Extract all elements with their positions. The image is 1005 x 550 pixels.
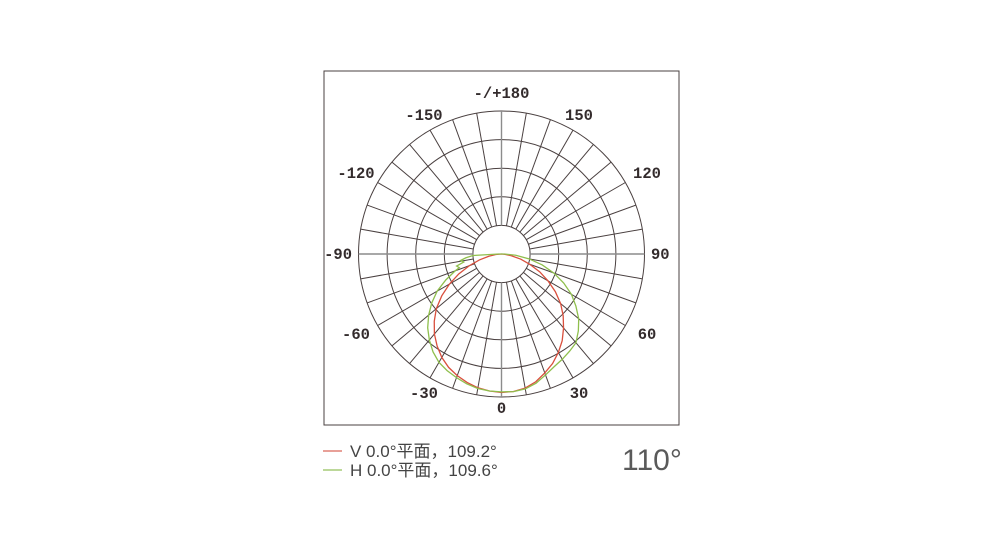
svg-text:-/+180: -/+180 [474, 85, 530, 103]
svg-text:H 0.0°平面，109.6°: H 0.0°平面，109.6° [350, 461, 498, 480]
svg-text:150: 150 [565, 107, 593, 125]
svg-text:30: 30 [570, 385, 589, 403]
svg-text:V 0.0°平面，109.2°: V 0.0°平面，109.2° [350, 442, 497, 461]
svg-text:-150: -150 [405, 107, 442, 125]
svg-text:120: 120 [633, 165, 661, 183]
svg-text:-120: -120 [337, 165, 374, 183]
svg-text:-60: -60 [342, 326, 370, 344]
svg-text:-90: -90 [324, 246, 352, 264]
svg-text:110°: 110° [622, 444, 682, 477]
svg-text:0: 0 [497, 400, 506, 418]
svg-text:60: 60 [638, 326, 657, 344]
svg-text:90: 90 [651, 246, 670, 264]
svg-text:-30: -30 [410, 385, 438, 403]
